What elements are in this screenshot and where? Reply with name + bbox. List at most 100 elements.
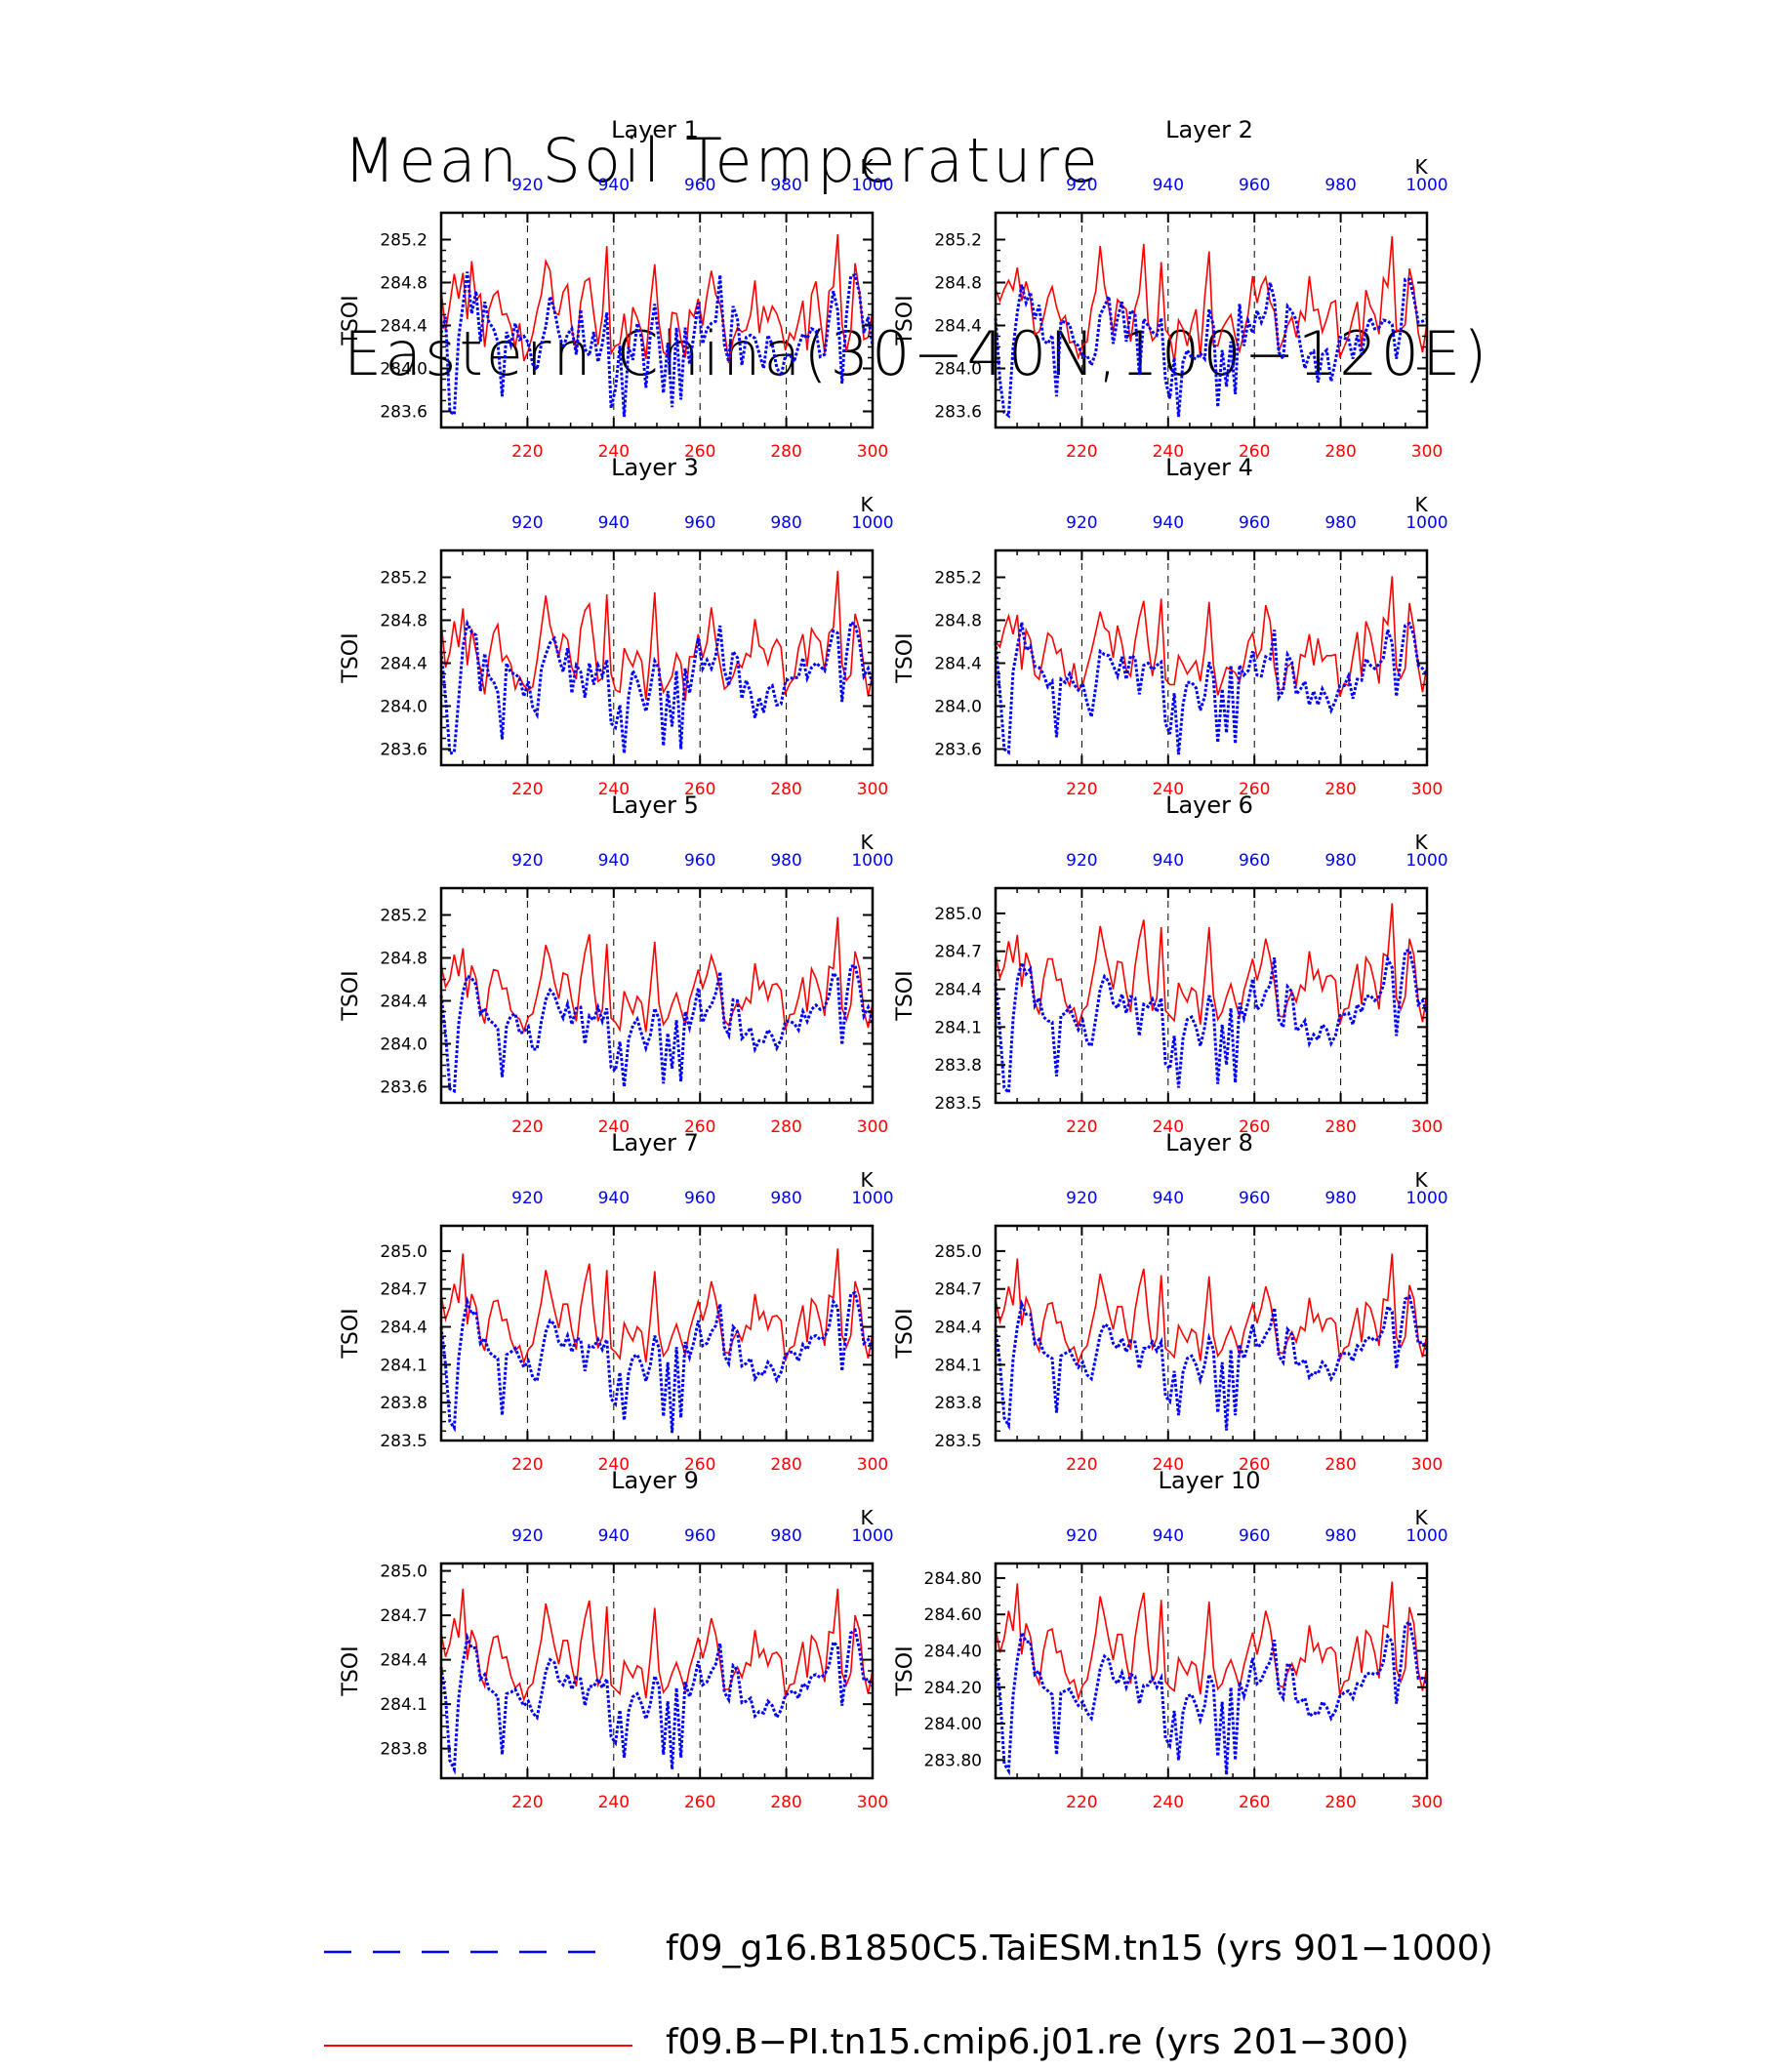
- y-tick-label: 285.2: [380, 569, 428, 589]
- y-tick-label: 284.0: [380, 360, 428, 380]
- series-line-cmip6: [440, 1588, 874, 1703]
- figure-title: Mean Soil Temperature Eastern China(30−4…: [344, 0, 1489, 451]
- x-tick-label-bottom: 280: [770, 1455, 801, 1475]
- y-tick-label: 284.4: [380, 1319, 428, 1338]
- panel-title: Layer 6: [1165, 792, 1253, 819]
- y-tick-label: 283.80: [924, 1751, 982, 1770]
- series-line-taiesm: [994, 1294, 1429, 1431]
- series-line-cmip6: [440, 233, 874, 364]
- y-tick-label: 284.4: [380, 317, 428, 337]
- y-axis-label: TSOI: [893, 1645, 917, 1696]
- x-tick-label-bottom: 220: [511, 442, 543, 462]
- y-tick-label: 284.4: [934, 655, 982, 674]
- x-tick-label-bottom: 260: [684, 1117, 715, 1137]
- series-line-taiesm: [994, 1618, 1429, 1776]
- panel-5: Layer 5 283.6 284.0 284.4 284.8 285.2 TSOI 220 2…: [339, 792, 894, 1137]
- series-line-taiesm: [439, 271, 875, 418]
- y-tick-label: 284.0: [934, 360, 982, 380]
- y-tick-label: 285.0: [934, 1242, 982, 1262]
- top-axis-unit: K: [860, 1168, 874, 1192]
- panel-title: Layer 2: [1165, 116, 1253, 143]
- x-tick-label-bottom: 220: [1066, 780, 1097, 799]
- top-axis-unit: K: [1414, 155, 1428, 179]
- panel-1: Layer 1 283.6 284.0 284.4 284.8 285.2 TSOI 220 2…: [339, 116, 894, 462]
- x-tick-label-bottom: 240: [1153, 1117, 1184, 1137]
- x-tick-label-bottom: 260: [1239, 442, 1270, 462]
- top-axis-unit: K: [1414, 493, 1428, 516]
- x-tick-label-top: 960: [1239, 513, 1270, 533]
- panel-title: Layer 9: [611, 1467, 699, 1494]
- x-tick-label-bottom: 260: [684, 1455, 715, 1475]
- y-tick-label: 284.8: [934, 612, 982, 631]
- top-axis-unit: K: [860, 831, 874, 854]
- x-tick-label-top: 980: [1324, 513, 1356, 533]
- x-tick-label-top: 920: [511, 1526, 543, 1546]
- x-tick-label-top: 960: [684, 176, 715, 195]
- series-line-taiesm: [994, 277, 1428, 419]
- series-line-cmip6: [995, 236, 1428, 363]
- x-tick-label-top: 980: [1324, 1189, 1356, 1208]
- series-line-cmip6: [440, 570, 874, 702]
- x-tick-label-top: 940: [598, 1526, 630, 1546]
- y-axis-label: TSOI: [893, 295, 917, 345]
- x-tick-label-bottom: 260: [1239, 1455, 1270, 1475]
- series-line-cmip6: [995, 1253, 1428, 1365]
- y-tick-label: 283.6: [380, 1078, 428, 1098]
- y-tick-label: 283.8: [380, 1394, 428, 1413]
- x-tick-label-bottom: 260: [1239, 1117, 1270, 1137]
- plot-frame: [439, 211, 875, 429]
- plot-frame: [994, 548, 1429, 767]
- x-tick-label-top: 1000: [1405, 851, 1447, 871]
- x-tick-label-bottom: 300: [857, 1117, 888, 1137]
- series-line-cmip6: [995, 903, 1428, 1030]
- x-tick-label-top: 980: [770, 513, 801, 533]
- x-tick-label-top: 980: [770, 851, 801, 871]
- x-tick-label-top: 980: [770, 1189, 801, 1208]
- x-tick-label-top: 1000: [851, 1526, 893, 1546]
- y-axis-label: TSOI: [339, 295, 363, 345]
- x-tick-label-top: 1000: [851, 513, 893, 533]
- legend: f09_g16.B1850C5.TaiESM.tn15 (yrs 901−100…: [0, 1903, 1792, 2071]
- x-tick-label-bottom: 280: [1324, 442, 1356, 462]
- x-tick-label-top: 960: [684, 851, 715, 871]
- y-tick-label: 284.4: [380, 655, 428, 674]
- x-tick-label-bottom: 220: [511, 1455, 543, 1475]
- x-tick-label-top: 940: [598, 1189, 630, 1208]
- x-tick-label-bottom: 260: [684, 442, 715, 462]
- x-tick-label-bottom: 300: [857, 1455, 888, 1475]
- y-tick-label: 283.6: [934, 741, 982, 760]
- series-line-taiesm: [439, 1290, 875, 1434]
- x-tick-label-top: 1000: [851, 1189, 893, 1208]
- y-tick-label: 283.6: [934, 403, 982, 423]
- x-tick-label-top: 920: [1066, 513, 1097, 533]
- y-tick-label: 284.7: [934, 1280, 982, 1300]
- x-tick-label-bottom: 280: [770, 1793, 801, 1812]
- y-tick-label: 284.0: [934, 698, 982, 717]
- x-tick-label-top: 960: [684, 1189, 715, 1208]
- y-tick-label: 285.2: [934, 569, 982, 589]
- x-tick-label-top: 980: [1324, 851, 1356, 871]
- x-tick-label-bottom: 240: [1153, 780, 1184, 799]
- y-tick-label: 284.60: [924, 1605, 982, 1625]
- series-line-taiesm: [439, 1627, 875, 1775]
- x-tick-label-bottom: 300: [1411, 780, 1443, 799]
- x-tick-label-bottom: 280: [1324, 1455, 1356, 1475]
- y-tick-label: 284.4: [380, 993, 428, 1012]
- y-tick-label: 285.0: [934, 905, 982, 924]
- x-tick-label-bottom: 280: [770, 1117, 801, 1137]
- x-tick-label-top: 920: [1066, 176, 1097, 195]
- x-tick-label-bottom: 260: [684, 780, 715, 799]
- x-tick-label-top: 940: [1153, 176, 1184, 195]
- y-tick-label: 284.7: [380, 1606, 428, 1626]
- y-tick-label: 285.2: [380, 907, 428, 926]
- top-axis-unit: K: [1414, 831, 1428, 854]
- y-tick-label: 284.1: [934, 1356, 982, 1375]
- x-tick-label-top: 960: [1239, 1189, 1270, 1208]
- x-tick-label-bottom: 280: [770, 780, 801, 799]
- y-tick-label: 284.1: [934, 1018, 982, 1037]
- series-line-cmip6: [995, 576, 1428, 697]
- x-tick-label-top: 1000: [1405, 1526, 1447, 1546]
- x-tick-label-bottom: 240: [598, 1117, 630, 1137]
- y-tick-label: 285.0: [380, 1242, 428, 1262]
- legend-swatch-dashed: [324, 1950, 613, 1954]
